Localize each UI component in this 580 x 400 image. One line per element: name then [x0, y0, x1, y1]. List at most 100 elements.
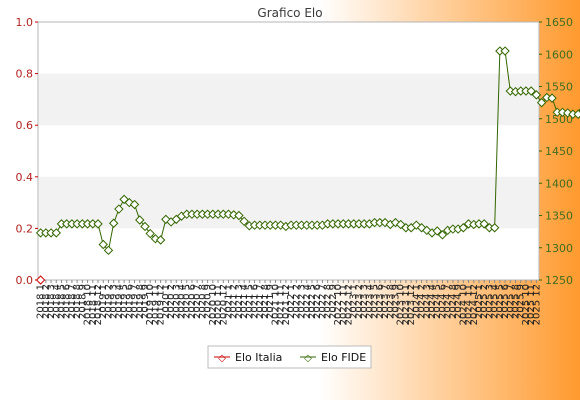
x-tick-label: 2023 3: [359, 284, 370, 319]
y-left-tick-label: 0.0: [16, 274, 34, 287]
x-tick-label: 2018 6: [62, 284, 73, 319]
x-tick-label: 2023 11: [401, 284, 412, 325]
x-tick-label: 2019 4: [114, 284, 125, 319]
grid-band: [39, 73, 538, 126]
series-point: [98, 239, 108, 250]
x-tick-label: 2018 7: [67, 284, 78, 319]
x-tick-label: 2022 10: [333, 284, 344, 325]
x-tick-label: 2019 3: [109, 284, 120, 319]
legend-label-elo-italia: Elo Italia: [235, 351, 282, 364]
x-tick-label: 2023 12: [406, 284, 417, 325]
x-tick-label: 2024 11: [464, 284, 475, 325]
x-tick-label: 2018 8: [72, 284, 83, 319]
y-left-tick-label: 0.6: [16, 119, 34, 132]
series-lines: [35, 46, 580, 285]
x-tick-label: 2018 4: [51, 284, 62, 319]
x-tick-label: 2023 1: [349, 284, 360, 319]
x-tick-label: 2020 5: [182, 284, 193, 319]
x-tick-label: 2019 11: [150, 284, 161, 325]
x-tick-label: 2020 3: [171, 284, 182, 319]
x-tick-label: 2020 12: [218, 284, 229, 325]
x-tick-label: 2024 3: [422, 284, 433, 319]
series-point: [500, 46, 510, 56]
x-tick-label: 2024 1: [411, 284, 422, 319]
series-point: [140, 221, 150, 232]
x-tick-label: 2025 7: [505, 284, 516, 319]
series-point: [129, 199, 140, 210]
legend: ◇ Elo Italia ◇ Elo FIDE: [207, 345, 372, 369]
x-tick-label: 2020 8: [197, 284, 208, 319]
x-tick-label: 2023 2: [354, 284, 365, 319]
x-tick-label: 2019 10: [145, 284, 156, 325]
x-tick-label: 2018 3: [46, 284, 57, 319]
x-tick-label: 2023 8: [385, 284, 396, 319]
x-tick-label: 2023 7: [380, 284, 391, 319]
series-point: [103, 245, 114, 256]
x-tick-label: 2025 1: [474, 284, 485, 319]
x-tick-label: 2021 2: [229, 284, 240, 319]
x-tick-label: 2025 4: [490, 284, 501, 319]
x-tick-label: 2021 3: [234, 284, 245, 319]
x-tick-label: 2019 5: [119, 284, 130, 319]
x-tick-label: 2019 12: [156, 284, 167, 325]
plot-area: [37, 21, 540, 281]
x-tick-label: 2024 4: [427, 284, 438, 319]
series-point: [573, 109, 580, 119]
x-tick-label: 2025 5: [495, 284, 506, 319]
x-tick-label: 2024 2: [417, 284, 428, 319]
x-tick-label: 2020 6: [187, 284, 198, 319]
x-tick-label: 2019 9: [140, 284, 151, 319]
x-tick-label: 2025 9: [516, 284, 527, 319]
x-tick-label: 2021 7: [255, 284, 266, 319]
series-point: [93, 219, 103, 229]
x-tick-label: 2021 8: [260, 284, 271, 319]
x-tick-label: 2020 10: [208, 284, 219, 325]
series-point: [432, 226, 442, 236]
x-tick-label: 2021 6: [250, 284, 261, 319]
series-point: [35, 275, 46, 285]
series-point: [108, 218, 119, 228]
series-point: [145, 228, 155, 239]
series-point: [547, 93, 557, 103]
series-point: [479, 219, 489, 229]
x-tick-label: 2021 5: [244, 284, 255, 319]
x-tick-label: 2022 1: [286, 284, 297, 319]
y-right-tick-label: 1300: [545, 242, 573, 255]
x-tick-label: 2024 12: [469, 284, 480, 325]
chart-title: Grafico Elo: [257, 6, 322, 20]
series-point: [275, 220, 286, 230]
y-axis-right: 1250 1300 1350 1400 1450 1500 1550 1600 1650: [539, 16, 573, 287]
series-point: [536, 97, 547, 108]
series-point: [422, 225, 432, 236]
x-tick-label: 2022 6: [312, 284, 323, 319]
x-tick-label: 2023 9: [390, 284, 401, 319]
x-tick-label: 2022 3: [297, 284, 308, 319]
x-tick-label: 2022 11: [338, 284, 349, 325]
y-right-tick-label: 1550: [545, 81, 573, 94]
x-tick-label: 2018 11: [88, 284, 99, 325]
x-tick-label: 2024 10: [458, 284, 469, 325]
y-right-tick-label: 1500: [545, 113, 573, 126]
y-right-tick-label: 1250: [545, 274, 573, 287]
x-tick-label: 2025 6: [500, 284, 511, 319]
grid-bands: [39, 73, 538, 229]
x-tick-label: 2024 6: [437, 284, 448, 319]
x-tick-label: 2024 8: [448, 284, 459, 319]
y-left-tick-label: 1.0: [16, 16, 34, 29]
y-left-tick-label: 0.8: [16, 68, 34, 81]
x-tick-label: 2020 7: [192, 284, 203, 319]
series-point: [114, 204, 124, 214]
x-tick-label: 2022 12: [344, 284, 355, 325]
legend-marker-elo-fide: ◇: [304, 353, 312, 364]
x-tick-label: 2021 4: [239, 284, 250, 319]
x-tick-label: 2018 2: [41, 284, 52, 319]
series-point: [437, 230, 448, 240]
x-tick-label: 2018 5: [56, 284, 67, 319]
x-tick-label: 2022 7: [317, 284, 328, 319]
x-tick-label: 2025 3: [484, 284, 495, 319]
x-tick-label: 2019 6: [124, 284, 135, 319]
series-point: [526, 86, 536, 96]
x-tick-label: 2022 5: [307, 284, 318, 319]
